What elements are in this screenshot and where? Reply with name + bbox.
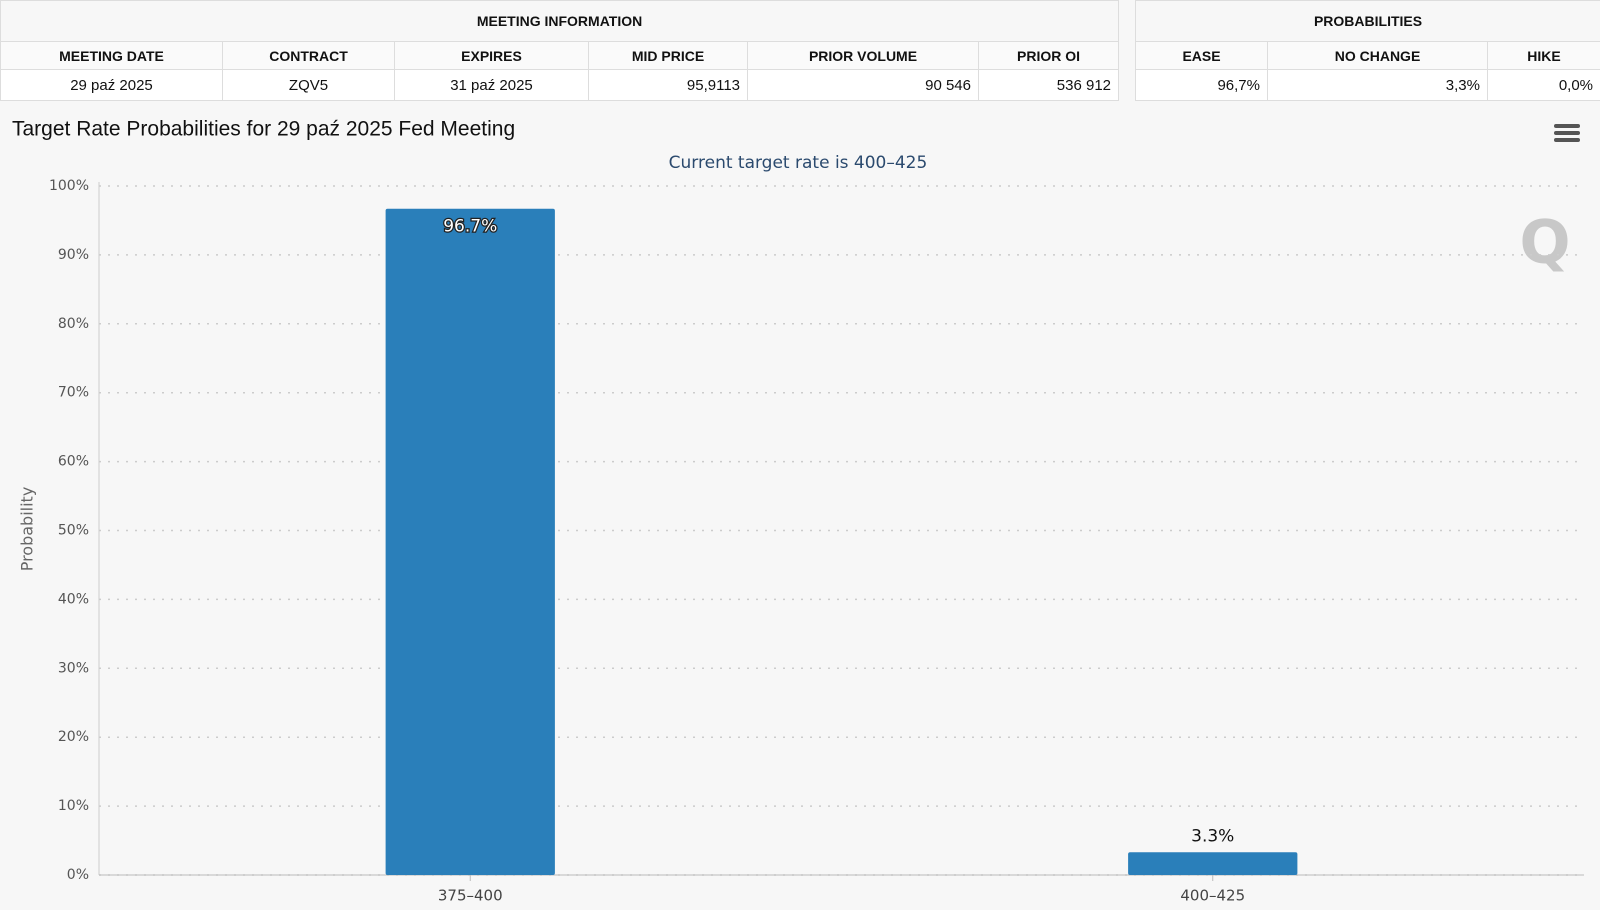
chart-title: Target Rate Probabilities for 29 paź 202… (12, 118, 515, 141)
table-title: PROBABILITIES (1134, 0, 1600, 42)
menu-bar (1554, 138, 1580, 142)
y-tick-label: 50% (58, 523, 89, 539)
table-title: MEETING INFORMATION (0, 0, 1120, 42)
column-header: PRIOR OI (977, 41, 1120, 70)
menu-bar (1554, 131, 1580, 135)
column-header: PRIOR VOLUME (747, 41, 979, 70)
x-tick-label: 375–400 (438, 887, 503, 905)
probabilities-table: PROBABILITIES EASE NO CHANGE HIKE 96,7% … (1134, 0, 1600, 101)
column-header: NO CHANGE (1267, 41, 1488, 70)
y-tick-label: 70% (58, 385, 89, 401)
chart: Target Rate Probabilities for 29 paź 202… (12, 118, 1584, 905)
y-axis-label: Probability (18, 487, 37, 572)
bar (385, 208, 555, 875)
cell: 96,7% (1135, 69, 1268, 101)
y-tick-label: 30% (58, 660, 89, 676)
cell: ZQV5 (222, 69, 395, 101)
y-tick-label: 10% (58, 798, 89, 814)
cell: 536 912 (977, 69, 1120, 101)
cell: 3,3% (1267, 69, 1488, 101)
menu-button[interactable] (1554, 124, 1580, 142)
y-tick-label: 90% (58, 247, 89, 263)
bar (1128, 852, 1298, 875)
chart-subtitle: Current target rate is 400–425 (669, 153, 928, 173)
column-header: MID PRICE (588, 41, 748, 70)
y-tick-label: 0% (67, 867, 89, 883)
x-tick-label: 400–425 (1180, 887, 1245, 905)
y-tick-label: 60% (58, 454, 89, 470)
cell: 95,9113 (588, 69, 748, 101)
watermark: Q (1519, 208, 1570, 278)
y-tick-label: 100% (49, 178, 89, 194)
cell: 29 paź 2025 (0, 69, 223, 101)
y-tick-label: 20% (58, 729, 89, 745)
cell: 90 546 (747, 69, 979, 101)
column-header: EXPIRES (394, 41, 589, 70)
y-tick-label: 80% (58, 316, 89, 332)
cell: 31 paź 2025 (394, 69, 589, 101)
meeting-table: MEETING INFORMATION MEETING DATE CONTRAC… (0, 0, 1120, 101)
value-label: 96.7% (443, 217, 497, 237)
column-header: CONTRACT (222, 41, 395, 70)
value-label: 3.3% (1191, 826, 1234, 846)
cell: 0,0% (1486, 69, 1600, 101)
y-tick-label: 40% (58, 591, 89, 607)
column-header: EASE (1135, 41, 1268, 70)
menu-bar (1554, 124, 1580, 128)
column-header: MEETING DATE (0, 41, 223, 70)
column-header: HIKE (1486, 41, 1600, 70)
